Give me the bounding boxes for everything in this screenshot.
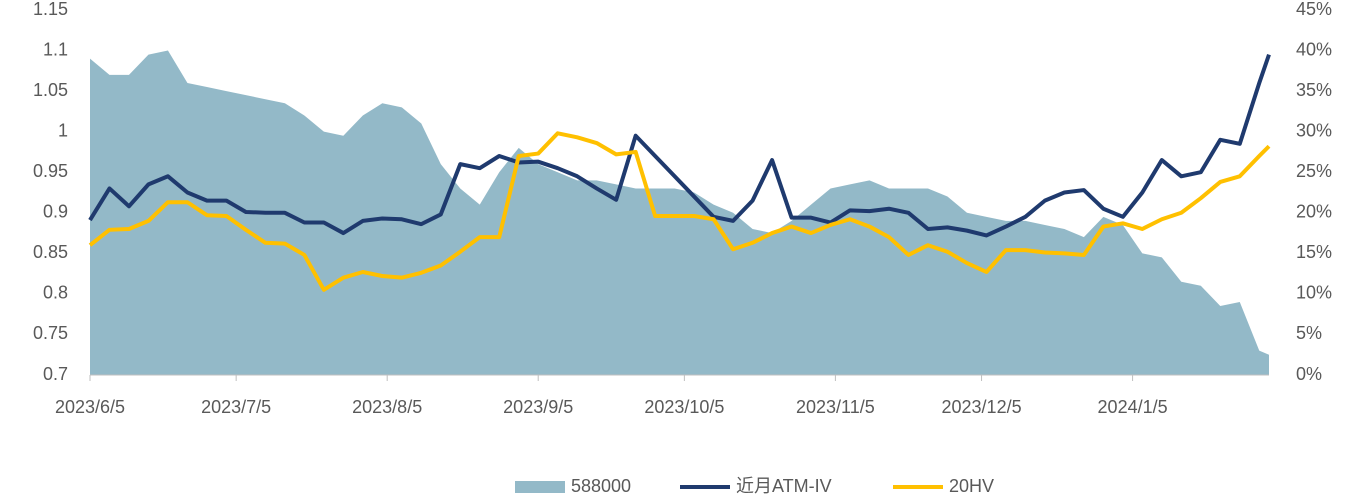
y-tick-label: 0.8 (43, 283, 68, 303)
x-tick-label: 2023/11/5 (796, 397, 875, 417)
y-tick-label: 1 (58, 120, 68, 140)
y2-tick-label: 5% (1296, 323, 1322, 343)
y-tick-label: 1.1 (43, 39, 68, 59)
y2-tick-label: 35% (1296, 80, 1332, 100)
x-tick-label: 2023/8/5 (352, 397, 422, 417)
y2-tick-label: 0% (1296, 364, 1322, 384)
legend-label: 近月ATM-IV (736, 476, 832, 496)
y-tick-label: 1.15 (33, 0, 68, 19)
x-tick-label: 2023/9/5 (503, 397, 573, 417)
x-tick-label: 2023/12/5 (942, 397, 1022, 417)
y-tick-label: 0.9 (43, 202, 68, 222)
line (88, 131, 1271, 292)
y-tick-label: 1.05 (33, 80, 68, 100)
y2-tick-label: 25% (1296, 161, 1332, 181)
x-tick-label: 2023/6/5 (55, 397, 125, 417)
y2-tick-label: 45% (1296, 0, 1332, 19)
x-tick-label: 2024/1/5 (1098, 397, 1168, 417)
y2-tick-label: 30% (1296, 120, 1332, 140)
line (88, 53, 1271, 238)
x-tick-label: 2023/10/5 (644, 397, 724, 417)
y-tick-label: 0.85 (33, 242, 68, 262)
legend-label: 588000 (571, 476, 631, 496)
y-tick-label: 0.7 (43, 364, 68, 384)
y2-tick-label: 10% (1296, 283, 1332, 303)
area (90, 50, 1269, 376)
x-tick-label: 2023/7/5 (201, 397, 271, 417)
y2-tick-label: 40% (1296, 39, 1332, 59)
y-tick-label: 0.75 (33, 323, 68, 343)
legend-label: 20HV (949, 476, 994, 496)
y2-tick-label: 15% (1296, 242, 1332, 262)
y-tick-label: 0.95 (33, 161, 68, 181)
legend-swatch (515, 481, 565, 493)
y2-tick-label: 20% (1296, 202, 1332, 222)
